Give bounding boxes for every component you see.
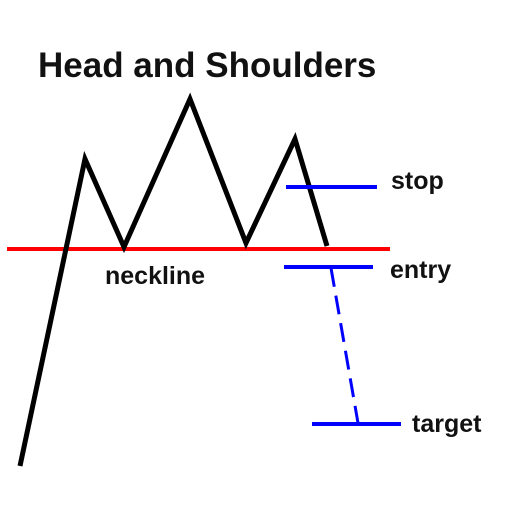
entry-label: entry [390, 256, 451, 284]
target-label: target [412, 410, 482, 438]
price-path [17, 92, 330, 467]
stop-label: stop [391, 167, 444, 195]
target-projection-line [329, 267, 360, 424]
neckline-label: neckline [105, 262, 205, 290]
diagram-title: Head and Shoulders [38, 46, 377, 85]
